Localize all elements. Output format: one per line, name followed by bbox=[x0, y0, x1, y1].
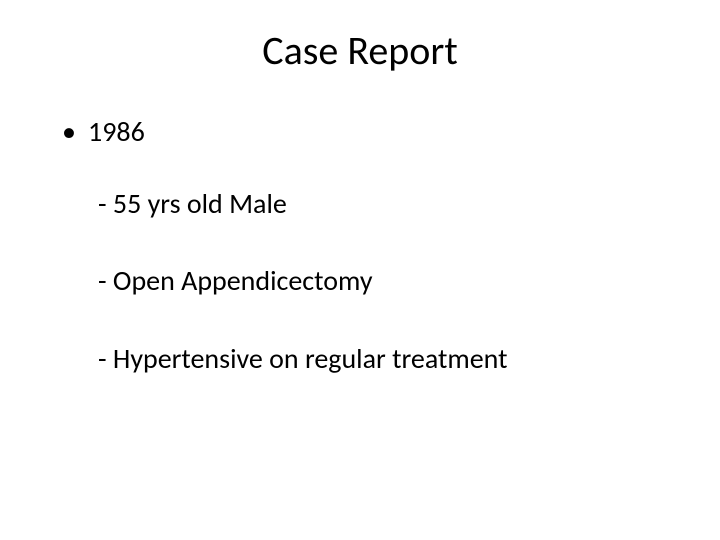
bullet-year: 1986 bbox=[60, 115, 660, 149]
slide: Case Report 1986 - 55 yrs old Male - Ope… bbox=[0, 0, 720, 540]
slide-title: Case Report bbox=[60, 26, 660, 75]
sub-item: - 55 yrs old Male bbox=[60, 187, 660, 221]
sub-item: - Hypertensive on regular treatment bbox=[60, 342, 660, 376]
bullet-list: 1986 - 55 yrs old Male - Open Appendicec… bbox=[60, 115, 660, 375]
sub-item: - Open Appendicectomy bbox=[60, 264, 660, 298]
